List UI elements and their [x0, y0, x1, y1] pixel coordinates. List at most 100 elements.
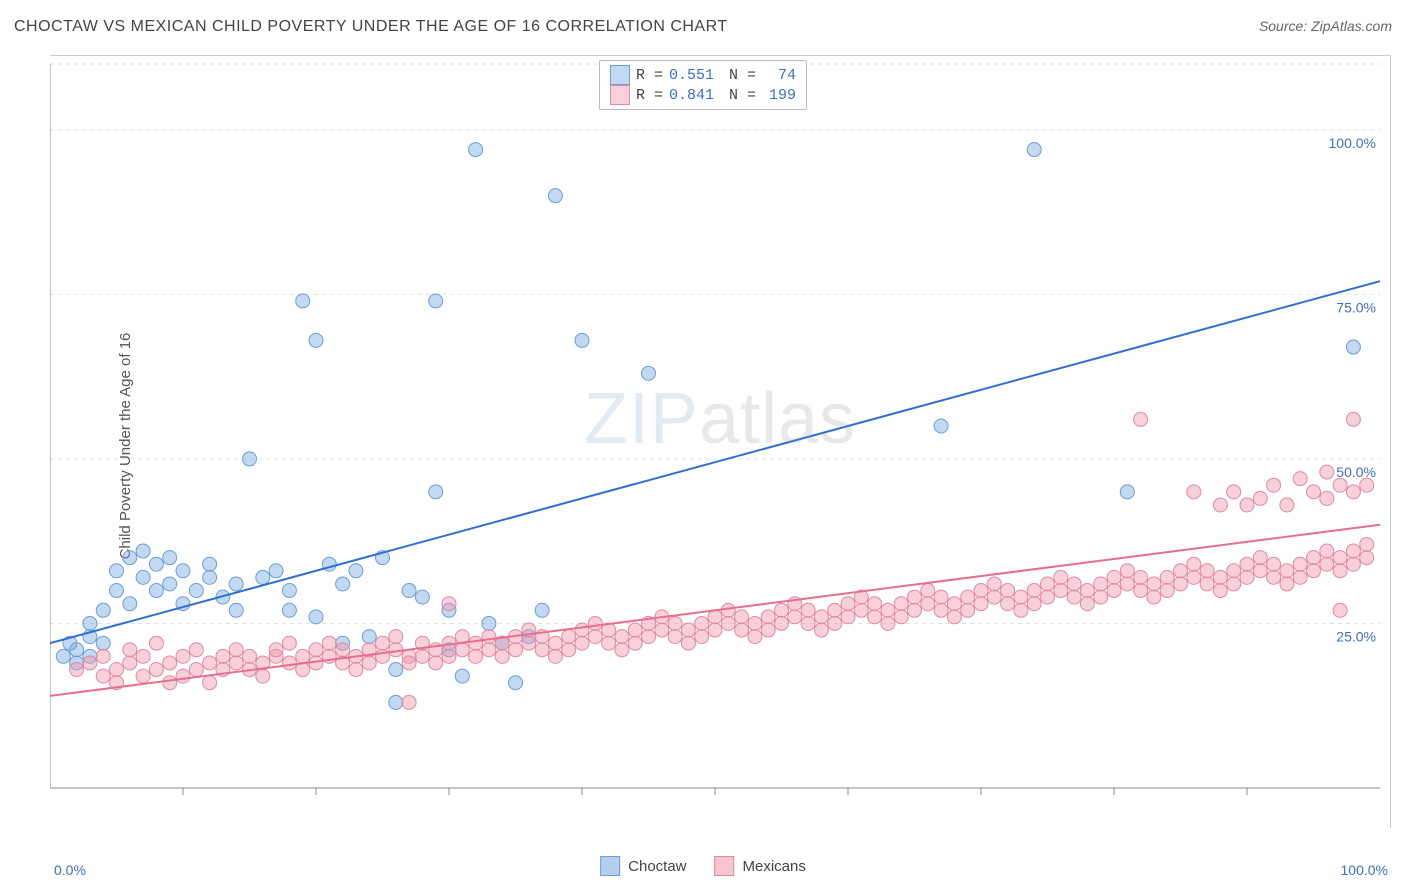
data-point: [921, 597, 935, 611]
data-point: [309, 333, 323, 347]
trend-line: [50, 525, 1380, 696]
data-point: [548, 189, 562, 203]
data-point: [1147, 577, 1161, 591]
data-point: [1160, 584, 1174, 598]
data-point: [1134, 570, 1148, 584]
correlation-legend: R = 0.551 N = 74 R = 0.841 N = 199: [599, 60, 807, 110]
data-point: [83, 616, 97, 630]
data-point: [149, 557, 163, 571]
data-point: [854, 603, 868, 617]
data-point: [282, 636, 296, 650]
data-point: [163, 577, 177, 591]
data-point: [282, 584, 296, 598]
data-point: [974, 597, 988, 611]
y-tick-label: 75.0%: [1336, 299, 1376, 315]
data-point: [296, 294, 310, 308]
data-point: [149, 636, 163, 650]
data-point: [801, 603, 815, 617]
data-point: [695, 630, 709, 644]
data-point: [775, 603, 789, 617]
data-point: [748, 630, 762, 644]
data-point: [1213, 584, 1227, 598]
data-point: [229, 603, 243, 617]
y-tick-label: 50.0%: [1336, 464, 1376, 480]
data-point: [243, 452, 257, 466]
data-point: [575, 636, 589, 650]
data-point: [1041, 590, 1055, 604]
data-point: [588, 630, 602, 644]
data-point: [96, 669, 110, 683]
data-point: [482, 643, 496, 657]
data-point: [402, 584, 416, 598]
data-point: [908, 590, 922, 604]
x-axis-min-label: 0.0%: [54, 862, 86, 878]
data-point: [123, 597, 137, 611]
data-point: [615, 643, 629, 657]
data-point: [681, 623, 695, 637]
data-point: [163, 656, 177, 670]
data-point: [788, 610, 802, 624]
data-point: [1346, 412, 1360, 426]
chart-title: CHOCTAW VS MEXICAN CHILD POVERTY UNDER T…: [14, 18, 728, 35]
data-point: [934, 603, 948, 617]
data-point: [429, 656, 443, 670]
data-point: [336, 577, 350, 591]
data-point: [469, 649, 483, 663]
data-point: [1320, 465, 1334, 479]
data-point: [203, 557, 217, 571]
data-point: [814, 623, 828, 637]
data-point: [522, 636, 536, 650]
data-point: [1174, 564, 1188, 578]
data-point: [1014, 603, 1028, 617]
data-point: [1213, 570, 1227, 584]
data-point: [1280, 564, 1294, 578]
data-point: [1067, 577, 1081, 591]
data-point: [628, 623, 642, 637]
legend-r-label: R =: [636, 87, 663, 104]
data-point: [642, 630, 656, 644]
data-point: [655, 623, 669, 637]
data-point: [402, 656, 416, 670]
data-point: [1253, 491, 1267, 505]
data-point: [575, 333, 589, 347]
data-point: [203, 656, 217, 670]
data-point: [1001, 584, 1015, 598]
data-point: [708, 623, 722, 637]
data-point: [1080, 584, 1094, 598]
data-point: [256, 570, 270, 584]
data-point: [1346, 557, 1360, 571]
data-point: [110, 564, 124, 578]
data-point: [455, 669, 469, 683]
data-point: [894, 597, 908, 611]
data-point: [123, 551, 137, 565]
data-point: [814, 610, 828, 624]
data-point: [376, 636, 390, 650]
x-axis-max-label: 100.0%: [1341, 862, 1388, 878]
data-point: [735, 610, 749, 624]
legend-swatch: [715, 856, 735, 876]
data-point: [881, 603, 895, 617]
data-point: [96, 636, 110, 650]
data-point: [389, 663, 403, 677]
data-point: [668, 616, 682, 630]
data-point: [1333, 564, 1347, 578]
data-point: [336, 643, 350, 657]
data-point: [442, 597, 456, 611]
legend-label: Choctaw: [628, 858, 686, 875]
data-point: [615, 630, 629, 644]
data-point: [123, 643, 137, 657]
legend-n-value: 74: [762, 67, 796, 84]
data-point: [1307, 551, 1321, 565]
y-tick-label: 100.0%: [1329, 135, 1376, 151]
data-point: [1187, 485, 1201, 499]
data-point: [189, 663, 203, 677]
data-point: [216, 649, 230, 663]
legend-row: R = 0.841 N = 199: [610, 85, 796, 105]
data-point: [1027, 584, 1041, 598]
data-point: [149, 584, 163, 598]
data-point: [1320, 491, 1334, 505]
data-point: [1346, 340, 1360, 354]
data-point: [362, 656, 376, 670]
data-point: [761, 610, 775, 624]
data-point: [189, 643, 203, 657]
